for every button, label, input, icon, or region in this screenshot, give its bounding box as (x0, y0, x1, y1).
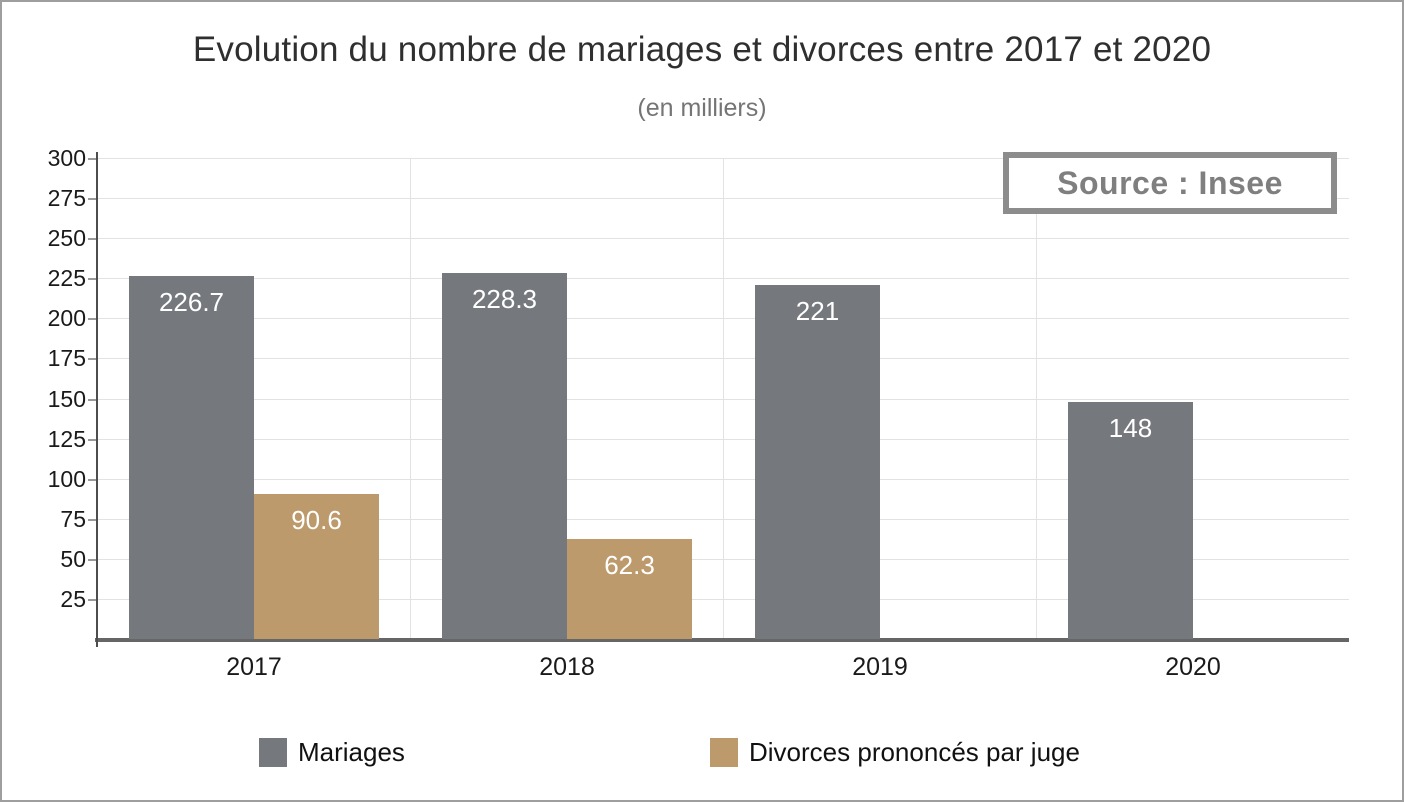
y-axis-line (96, 152, 98, 643)
x-gridline (1036, 158, 1037, 639)
bar-value-label: 90.6 (291, 505, 342, 535)
y-axis-tick (88, 399, 97, 401)
y-axis-tick (88, 439, 97, 441)
x-category-label: 2020 (1165, 653, 1221, 681)
y-axis-tick (88, 158, 97, 160)
x-category-label: 2017 (226, 653, 282, 681)
y-axis-tick (88, 198, 97, 200)
y-axis-tick-label: 225 (47, 265, 86, 291)
y-axis-tick-label: 100 (47, 466, 86, 492)
source-label: Source : Insee (1057, 164, 1283, 201)
y-axis-tick-label: 150 (47, 386, 86, 412)
y-axis-tick-label: 300 (47, 145, 86, 171)
y-axis-tick (88, 559, 97, 561)
legend-label: Divorces prononcés par juge (749, 737, 1080, 767)
x-gridline (410, 158, 411, 639)
y-axis-tick (88, 318, 97, 320)
x-axis-start-tick (96, 638, 98, 647)
y-axis-tick (88, 278, 97, 280)
bar-value-label: 221 (795, 296, 840, 326)
legend-swatch-icon (710, 738, 738, 767)
legend-label: Mariages (298, 737, 405, 767)
bar-mariages-2019 (755, 285, 880, 639)
x-category-label: 2018 (539, 653, 595, 681)
y-axis-tick (88, 238, 97, 240)
bar-divorces-2018 (567, 539, 692, 639)
y-axis-tick (88, 358, 97, 360)
y-axis-tick-label: 250 (47, 225, 86, 251)
y-axis-tick-label: 175 (47, 345, 86, 371)
y-axis-tick-label: 200 (47, 305, 86, 331)
x-gridline (723, 158, 724, 639)
y-axis-tick-label: 75 (60, 506, 86, 532)
y-axis-tick (88, 519, 97, 521)
bar-mariages-2018 (442, 273, 567, 639)
y-axis-tick-label: 275 (47, 185, 86, 211)
legend-swatch-icon (259, 738, 287, 767)
y-axis-tick (88, 599, 97, 601)
legend-item-mariages: Mariages (259, 737, 405, 768)
x-category-label: 2019 (852, 653, 908, 681)
chart-title: Evolution du nombre de mariages et divor… (192, 30, 1212, 69)
legend-item-divorces: Divorces prononcés par juge (710, 737, 1080, 768)
y-axis-tick-label: 25 (60, 586, 86, 612)
y-axis-tick (88, 479, 97, 481)
bar-value-label: 226.7 (158, 287, 225, 317)
source-box: Source : Insee (1003, 152, 1337, 214)
bar-mariages-2017 (129, 276, 254, 639)
x-axis-line (95, 638, 1349, 642)
y-axis-tick-label: 125 (47, 426, 86, 452)
bar-value-label: 62.3 (604, 550, 655, 580)
bar-divorces-2017 (254, 494, 379, 639)
y-axis-tick-label: 50 (60, 546, 86, 572)
chart-subtitle: (en milliers) (637, 94, 767, 122)
bar-mariages-2020 (1068, 402, 1193, 639)
bar-value-label: 148 (1108, 413, 1153, 443)
bar-value-label: 228.3 (471, 284, 538, 314)
